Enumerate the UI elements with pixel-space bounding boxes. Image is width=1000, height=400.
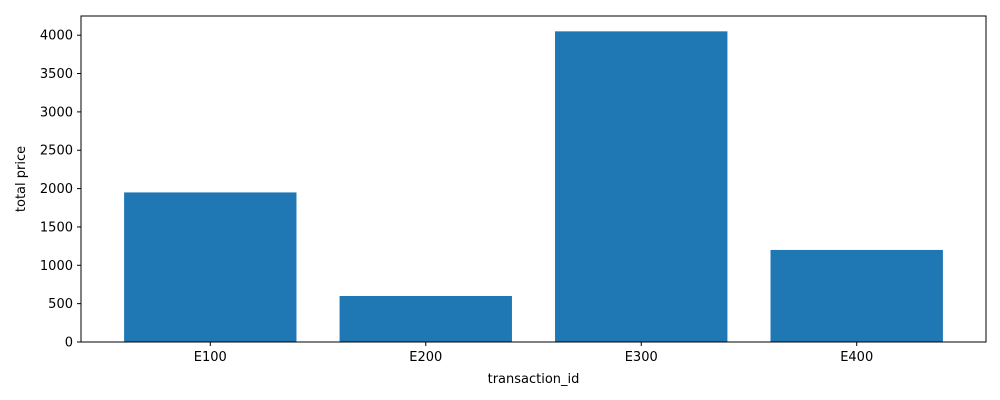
y-tick-label: 2000 — [40, 182, 73, 197]
y-tick-label: 1500 — [40, 220, 73, 235]
x-tick-label: E200 — [409, 350, 442, 365]
bar-E400 — [770, 249, 943, 342]
x-tick-label: E400 — [840, 350, 873, 365]
y-axis-label: total price — [14, 146, 29, 212]
y-tick-label: 0 — [65, 336, 73, 351]
plot-frame — [80, 15, 987, 343]
y-tick-label: 4000 — [40, 29, 73, 44]
y-tick-label: 3500 — [40, 67, 73, 82]
x-axis: E100 E200 E300 E400 — [194, 342, 873, 365]
y-tick-label: 1000 — [40, 259, 73, 274]
y-axis: 0 500 1000 1500 2000 2500 3000 3500 4000 — [40, 29, 81, 351]
bars-layer — [124, 31, 943, 342]
bar-E100 — [124, 192, 297, 342]
bar-E200 — [339, 295, 512, 342]
y-tick-label: 2500 — [40, 144, 73, 159]
y-tick-label: 3000 — [40, 105, 73, 120]
x-tick-label: E300 — [625, 350, 658, 365]
bar-E300 — [555, 31, 728, 342]
x-tick-label: E100 — [194, 350, 227, 365]
x-axis-label: transaction_id — [488, 372, 580, 387]
y-tick-label: 500 — [48, 297, 73, 312]
